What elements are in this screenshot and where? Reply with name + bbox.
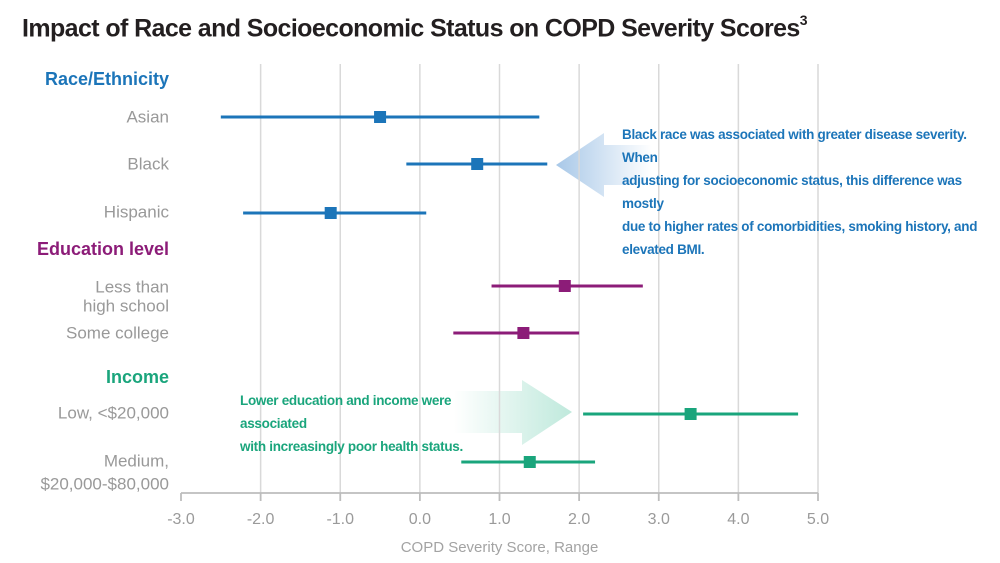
point-estimate <box>523 456 536 468</box>
point-estimate <box>374 111 387 123</box>
title-footnote-marker: 3 <box>799 12 808 28</box>
x-tick-label: 2.0 <box>568 511 590 528</box>
point-estimate <box>471 158 484 170</box>
row-label: Less than <box>95 277 169 296</box>
annotation-ses-line: Lower education and income were associat… <box>240 393 452 431</box>
x-tick-label: -2.0 <box>247 511 275 528</box>
annotation-arrow-green <box>454 380 572 445</box>
point-estimate <box>324 207 337 219</box>
x-tick-label: 5.0 <box>807 511 829 528</box>
annotation-race-line: Black race was associated with greater d… <box>622 127 967 165</box>
annotation-race-line: due to higher rates of comorbidities, sm… <box>622 219 978 234</box>
annotation-ses-line: with increasingly poor health status. <box>240 439 463 454</box>
annotation-race-line: elevated BMI. <box>622 242 705 257</box>
annotation-arrow-blue <box>556 133 652 197</box>
chart-title-text: Impact of Race and Socioeconomic Status … <box>22 14 800 43</box>
grid-lines <box>259 64 819 493</box>
x-tick-label: 1.0 <box>488 511 510 528</box>
x-axis: -3.0 -2.0 -1.0 0.0 1.0 2.0 3.0 4.0 5.0 COPD Sever… <box>167 492 829 556</box>
chart-title: Impact of Race and Socioeconomic Status … <box>22 12 808 43</box>
row-label: Low, <$20,000 <box>58 403 169 422</box>
row-labels: Race/Ethnicity Asian Black Hispanic Educatio… <box>37 69 170 494</box>
data-marks <box>220 111 799 468</box>
annotation-ses: Lower education and income were associat… <box>240 389 520 458</box>
group-label: Race/Ethnicity <box>45 69 169 89</box>
annotation-race-line: adjusting for socioeconomic status, this… <box>622 173 962 211</box>
x-axis-title: COPD Severity Score, Range <box>401 539 599 556</box>
group-label: Education level <box>37 239 169 259</box>
row-label: Medium, <box>104 451 169 470</box>
x-tick-label: -3.0 <box>167 511 195 528</box>
x-tick-label: -1.0 <box>326 511 354 528</box>
point-estimate <box>558 280 571 292</box>
row-label: Asian <box>126 107 169 126</box>
row-label: Hispanic <box>104 202 170 221</box>
row-label: high school <box>83 296 169 315</box>
x-tick-label: 3.0 <box>648 511 670 528</box>
x-tick-label: 4.0 <box>727 511 749 528</box>
row-label: $20,000-$80,000 <box>40 474 169 493</box>
x-tick-label: 0.0 <box>409 511 431 528</box>
annotation-race: Black race was associated with greater d… <box>622 123 992 261</box>
point-estimate <box>517 327 530 339</box>
group-label: Income <box>106 367 169 387</box>
row-label: Some college <box>66 323 169 342</box>
point-estimate <box>684 408 697 420</box>
row-label: Black <box>127 154 169 173</box>
